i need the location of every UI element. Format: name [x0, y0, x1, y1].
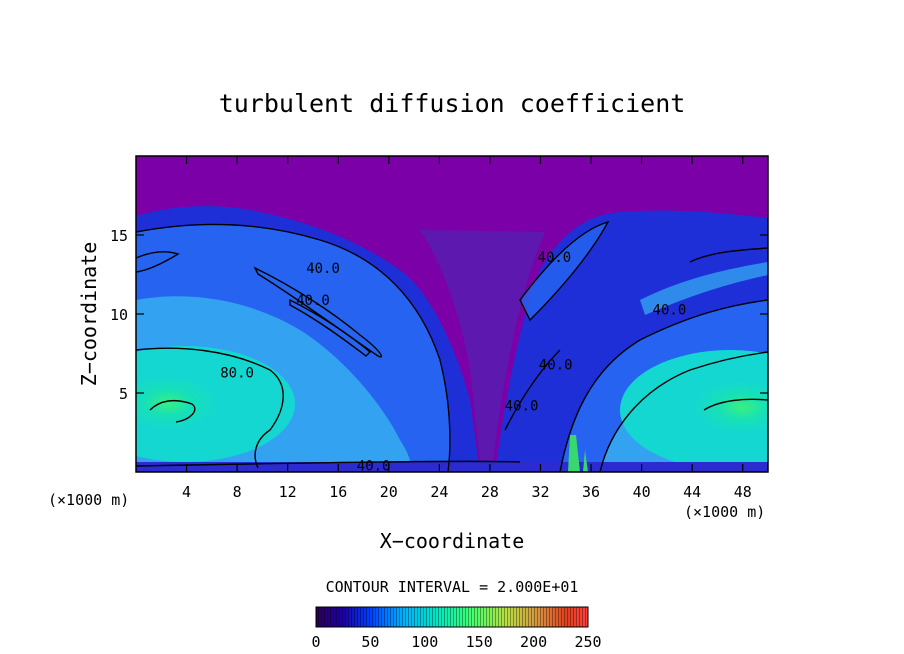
y-axis-ticks: 5 10 15: [110, 227, 768, 403]
x-tick-label: 20: [380, 483, 398, 501]
y-tick-label: 15: [110, 227, 128, 245]
contour-interval-note: CONTOUR INTERVAL = 2.000E+01: [326, 578, 579, 596]
right-green-core: [692, 380, 768, 434]
colorbar-tick-label: 150: [466, 633, 493, 651]
contour-label: 40.0: [296, 293, 330, 309]
colorbar-ticks: 0 50 100 150 200 250: [311, 633, 601, 651]
x-tick-label: 8: [233, 483, 242, 501]
x-tick-label: 16: [329, 483, 347, 501]
left-green-core: [136, 375, 220, 431]
contour-label: 40.0: [538, 250, 572, 266]
contour-labels: 40.0 40.0 80.0 40.0 40.0 40.0 40.0 40.0: [220, 250, 686, 475]
x-tick-label: 36: [582, 483, 600, 501]
colorbar-tick-label: 100: [411, 633, 438, 651]
x-tick-label: 44: [683, 483, 701, 501]
central-downdraft-region: [420, 230, 545, 472]
y-axis-label: Z−coordinate: [77, 242, 101, 387]
y-tick-label: 5: [119, 385, 128, 403]
y-tick-label: 10: [110, 306, 128, 324]
x-tick-label: 12: [279, 483, 297, 501]
colorbar-tick-label: 50: [361, 633, 379, 651]
x-tick-label: 28: [481, 483, 499, 501]
colorbar-stripes: [316, 607, 588, 627]
colorbar-tick-label: 250: [574, 633, 601, 651]
surface-spikes: [568, 435, 588, 472]
heatmap-field: [136, 156, 768, 472]
right-streak: [640, 262, 768, 315]
x-tick-label: 40: [633, 483, 651, 501]
x-tick-label: 4: [182, 483, 191, 501]
x-unit-left: (×1000 m): [48, 491, 129, 509]
colorbar-frame: [315, 606, 589, 628]
x-tick-label: 24: [430, 483, 448, 501]
x-axis-ticks: 4 8 12 16 20 24 28 32 36 40 44 48: [182, 156, 752, 501]
right-streak: [520, 222, 608, 320]
contour-label: 40.0: [539, 358, 573, 374]
colorbar-tick-label: 200: [520, 633, 547, 651]
contour-label: 80.0: [220, 365, 254, 381]
contour-label: 40.0: [306, 261, 340, 277]
contour-lines: [136, 220, 768, 472]
surface-band: [136, 462, 768, 472]
x-unit-right: (×1000 m): [684, 503, 765, 521]
x-axis-label: X−coordinate: [380, 529, 525, 553]
colorbar-tick-label: 0: [311, 633, 320, 651]
chart-title: turbulent diffusion coefficient: [219, 89, 686, 118]
contour-label: 40.0: [653, 302, 687, 318]
contour-label: 40.0: [357, 459, 391, 475]
x-tick-label: 48: [734, 483, 752, 501]
contour-label: 40.0: [505, 399, 539, 415]
x-tick-label: 32: [531, 483, 549, 501]
colorbar: 0 50 100 150 200 250: [311, 606, 602, 651]
